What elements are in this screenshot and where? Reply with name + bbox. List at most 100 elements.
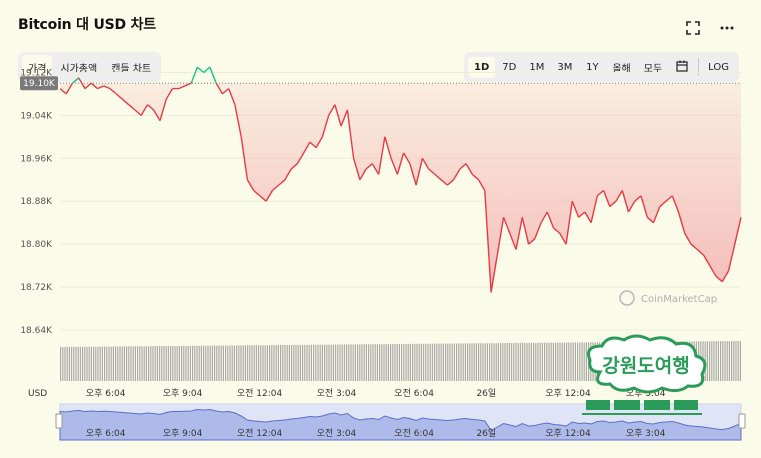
volume-bar xyxy=(508,343,510,381)
log-scale-toggle[interactable]: LOG xyxy=(708,61,729,73)
price-line-segment xyxy=(584,211,592,224)
volume-bar xyxy=(313,344,315,381)
price-line-segment xyxy=(646,216,654,224)
price-line-segment xyxy=(471,173,480,181)
volume-bar xyxy=(227,345,229,381)
volume-bar xyxy=(273,345,275,381)
volume-bar xyxy=(143,346,145,381)
range-1y[interactable]: 1Y xyxy=(586,61,599,73)
volume-bar xyxy=(524,342,526,381)
volume-bar xyxy=(117,346,119,381)
volume-bar xyxy=(379,344,381,381)
tab-candle-chart[interactable]: 캔들 차트 xyxy=(111,63,152,75)
range-all[interactable]: 모두 xyxy=(643,63,663,75)
volume-bar xyxy=(211,345,213,381)
volume-bar xyxy=(130,346,132,381)
calendar-icon[interactable] xyxy=(669,55,695,80)
volume-bar xyxy=(266,345,268,381)
volume-bar xyxy=(396,344,398,381)
price-line-segment xyxy=(122,98,130,106)
volume-bar xyxy=(348,344,350,381)
fullscreen-icon[interactable] xyxy=(685,20,701,36)
volume-bar xyxy=(423,343,425,381)
header-icons xyxy=(685,20,735,36)
volume-bar xyxy=(717,341,719,381)
tab-market-cap[interactable]: 시가총액 xyxy=(60,63,98,75)
volume-bar xyxy=(354,344,356,381)
price-line-segment xyxy=(234,104,242,137)
price-line-segment xyxy=(346,109,355,159)
range-1m[interactable]: 1M xyxy=(529,61,545,73)
volume-bar xyxy=(264,345,266,381)
volume-bar xyxy=(203,345,205,381)
volume-bar xyxy=(297,344,299,381)
price-line-segment xyxy=(190,66,199,84)
price-line-segment xyxy=(702,254,711,266)
volume-bar xyxy=(480,343,482,381)
volume-bar xyxy=(337,344,339,381)
price-line-segment xyxy=(246,179,255,191)
navigator-tick-label: 오전 3:04 xyxy=(317,428,357,439)
volume-bar xyxy=(66,346,68,381)
volume-bar xyxy=(552,342,554,381)
volume-bar xyxy=(489,343,491,381)
navigator-tick-label: 오후 12:04 xyxy=(545,428,591,439)
volume-bar xyxy=(445,343,447,381)
price-line-segment xyxy=(296,152,305,165)
volume-bar xyxy=(64,347,66,381)
volume-bar xyxy=(357,344,359,381)
navigator-tick-label: 오후 3:04 xyxy=(626,428,666,439)
price-line-segment xyxy=(365,163,373,170)
price-line-segment xyxy=(446,179,455,186)
price-line-segment xyxy=(334,104,342,127)
y-tick-label: 18.64K xyxy=(20,326,53,336)
volume-bar xyxy=(473,343,475,381)
price-line-segment xyxy=(78,77,86,89)
volume-bar xyxy=(731,341,733,381)
range-ytd[interactable]: 올해 xyxy=(612,63,631,75)
price-line-segment xyxy=(596,189,605,197)
volume-bar xyxy=(123,346,125,381)
price-line-segment xyxy=(159,99,167,121)
y-tick-label: 18.88K xyxy=(20,197,53,207)
price-line-segment xyxy=(496,217,505,256)
coinmarketcap-logo-icon xyxy=(619,290,635,306)
tab-price[interactable]: 가격 xyxy=(22,54,53,80)
volume-bar xyxy=(71,346,73,381)
price-line-segment xyxy=(221,88,230,95)
price-line-segment xyxy=(303,141,311,154)
range-7d[interactable]: 7D xyxy=(502,61,517,73)
volume-bar xyxy=(315,344,317,381)
volume-bar xyxy=(115,346,117,381)
volume-bar xyxy=(711,341,713,381)
volume-bar xyxy=(225,345,227,381)
y-tick-label: 18.72K xyxy=(20,283,53,293)
volume-bar xyxy=(187,345,189,381)
volume-bar xyxy=(84,346,86,381)
volume-bar xyxy=(739,341,741,381)
volume-bar xyxy=(119,346,121,381)
volume-bar xyxy=(229,345,231,381)
range-3m[interactable]: 3M xyxy=(557,61,573,73)
price-line-segment xyxy=(615,190,623,202)
price-line-segment xyxy=(209,66,217,84)
volume-bar xyxy=(207,345,209,381)
volume-bar xyxy=(583,342,585,381)
volume-bar xyxy=(137,346,139,381)
price-line-segment xyxy=(290,163,298,170)
volume-bar xyxy=(706,341,708,381)
volume-bar xyxy=(214,345,216,381)
more-options-icon[interactable] xyxy=(719,20,735,36)
x-tick-label: 오후 9:04 xyxy=(163,388,203,399)
volume-bar xyxy=(192,345,194,381)
volume-bar xyxy=(519,342,521,381)
volume-bar xyxy=(449,343,451,381)
volume-bar xyxy=(295,344,297,381)
volume-bar xyxy=(581,342,583,381)
volume-bar xyxy=(112,346,114,381)
price-line-segment xyxy=(452,168,461,181)
price-line-segment xyxy=(465,163,473,175)
price-line-segment xyxy=(690,243,698,251)
volume-bar xyxy=(733,341,735,381)
volume-bar xyxy=(365,344,367,381)
